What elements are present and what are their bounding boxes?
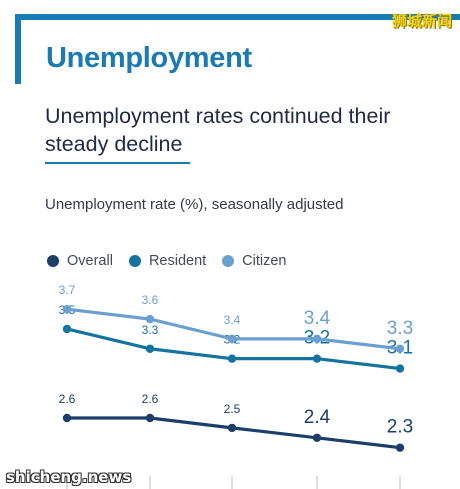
legend-label-citizen: Citizen: [242, 253, 287, 269]
legend-label-resident: Resident: [148, 253, 207, 269]
chart-legend: Overall Resident Citizen: [47, 253, 287, 269]
legend-item-overall: Overall: [47, 253, 113, 269]
data-point-resident: [227, 354, 237, 363]
data-point-overall: [62, 413, 72, 423]
data-point-overall: [145, 413, 155, 423]
chart-headline: Unemployment rates continued their stead…: [45, 104, 391, 156]
data-label-overall: 2.3: [387, 417, 413, 438]
data-point-resident: [395, 364, 405, 373]
watermark-logo: 狮城新闻: [391, 12, 452, 30]
data-label-resident: 3.3: [142, 323, 159, 337]
legend-label-overall: Overall: [67, 253, 113, 269]
data-label-overall: 2.4: [304, 407, 331, 428]
legend-item-citizen: Citizen: [222, 253, 287, 269]
headline-underline: [45, 162, 190, 164]
data-point-overall: [395, 443, 405, 452]
section-frame: [15, 14, 460, 84]
data-point-citizen: [145, 314, 155, 324]
data-point-citizen: [395, 344, 405, 353]
legend-swatch-resident: [128, 255, 141, 267]
data-point-overall: [312, 433, 322, 442]
data-label-citizen: 3.4: [304, 308, 331, 329]
data-point-citizen: [312, 334, 322, 344]
legend-swatch-overall: [47, 255, 59, 267]
data-label-overall: 2.6: [142, 392, 159, 406]
data-point-resident: [145, 344, 155, 353]
data-label-citizen: 3.6: [142, 293, 159, 307]
data-label-citizen: 3.4: [224, 313, 241, 327]
watermark-site: shicheng.news: [6, 468, 132, 486]
chart-subtitle: Unemployment rate (%), seasonally adjust…: [45, 196, 344, 213]
data-point-resident: [312, 354, 322, 363]
data-label-citizen: 3.3: [387, 318, 413, 339]
data-point-citizen: [227, 334, 237, 344]
series-line-overall: [67, 416, 401, 450]
legend-swatch-citizen: [222, 255, 235, 267]
data-label-overall: 2.6: [59, 392, 76, 406]
data-point-resident: [62, 324, 72, 334]
data-point-overall: [227, 423, 237, 433]
data-label-citizen: 3.7: [59, 283, 76, 297]
data-label-overall: 2.5: [224, 402, 241, 416]
legend-item-resident: Resident: [128, 253, 207, 269]
data-point-citizen: [62, 305, 72, 314]
section-title: Unemployment: [46, 42, 252, 74]
